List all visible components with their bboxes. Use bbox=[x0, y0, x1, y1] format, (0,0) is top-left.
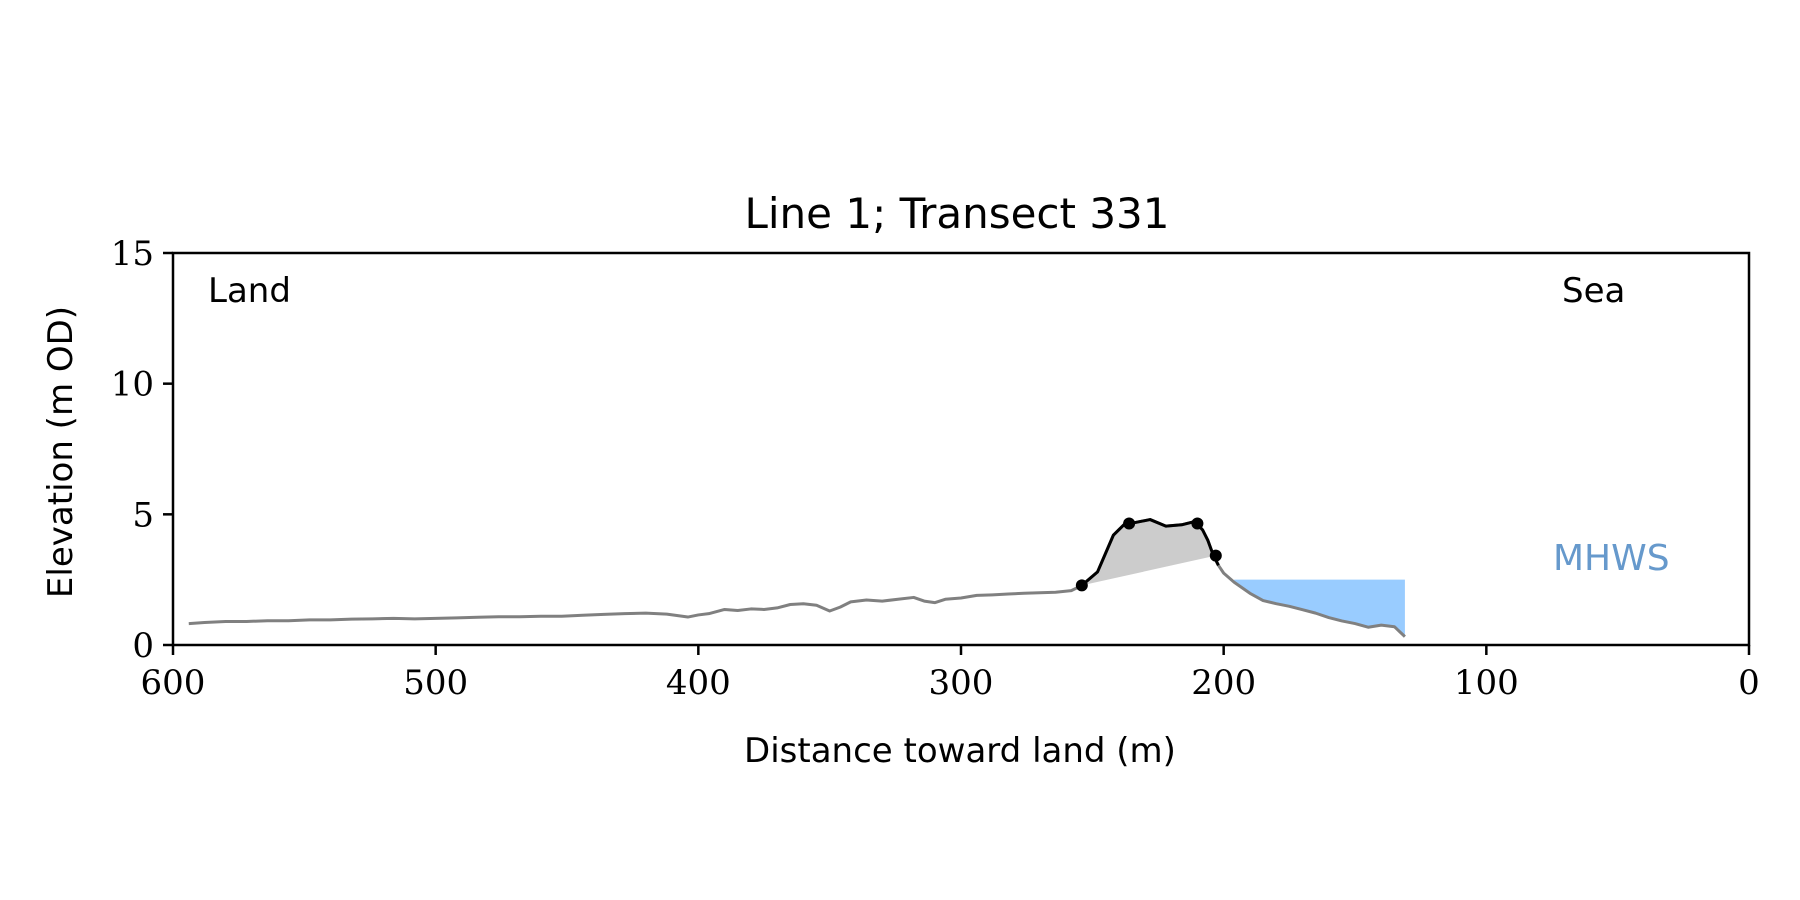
x-tick-label: 100 bbox=[1454, 663, 1519, 703]
dune-volume-area bbox=[1081, 519, 1219, 586]
plot-frame bbox=[171, 251, 1751, 647]
mhws-annotation: MHWS bbox=[1553, 538, 1670, 579]
y-tick-label: 15 bbox=[111, 234, 154, 274]
y-axis-ticks: 0 5 10 15 bbox=[111, 234, 173, 666]
y-tick-label: 10 bbox=[111, 365, 154, 405]
elevation-profile-line bbox=[188, 518, 1406, 638]
y-tick-label: 5 bbox=[132, 495, 154, 535]
x-tick-label: 600 bbox=[141, 663, 206, 703]
y-axis-label: Elevation (m OD) bbox=[41, 306, 81, 598]
dune-profile-line bbox=[1080, 518, 1220, 587]
fill-layer bbox=[1081, 519, 1405, 637]
dune-point bbox=[1075, 579, 1088, 592]
sea-annotation: Sea bbox=[1562, 271, 1625, 311]
x-axis-label: Distance toward land (m) bbox=[744, 731, 1176, 771]
dune-point bbox=[1123, 517, 1136, 530]
x-axis-ticks: 600 500 400 300 200 100 0 bbox=[141, 645, 1760, 703]
x-tick-label: 0 bbox=[1738, 663, 1760, 703]
mhws-water-area bbox=[1234, 579, 1405, 637]
land-annotation: Land bbox=[208, 271, 291, 311]
point-layer bbox=[1075, 517, 1222, 592]
x-tick-label: 200 bbox=[1191, 663, 1256, 703]
chart-title: Line 1; Transect 331 bbox=[744, 189, 1169, 238]
dune-point bbox=[1191, 517, 1204, 530]
x-tick-label: 300 bbox=[929, 663, 994, 703]
dune-point bbox=[1209, 549, 1222, 562]
y-tick-label: 0 bbox=[132, 626, 154, 666]
line-layer bbox=[188, 518, 1406, 638]
x-tick-label: 500 bbox=[403, 663, 468, 703]
x-tick-label: 400 bbox=[666, 663, 731, 703]
